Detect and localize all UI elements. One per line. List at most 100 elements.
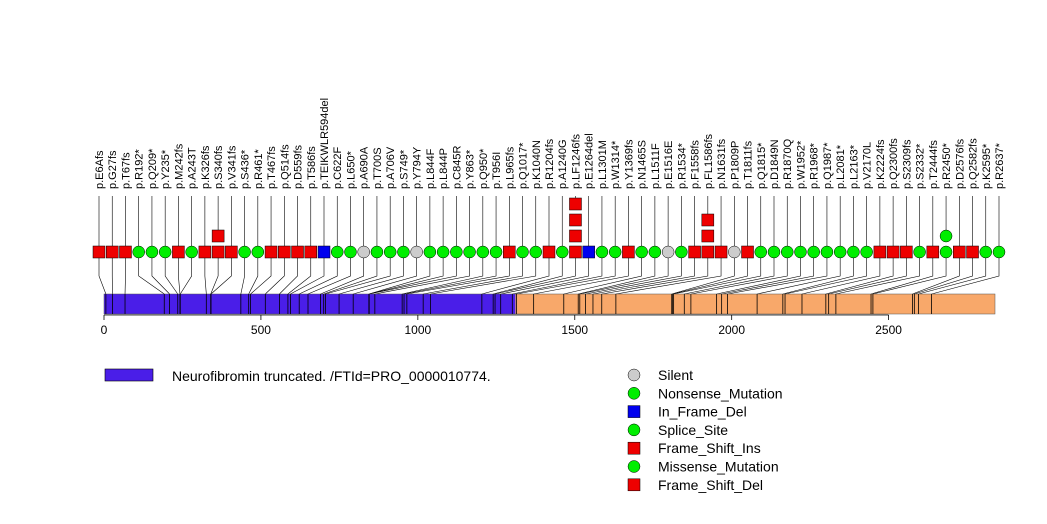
mutation-label: p.T586fs — [306, 146, 318, 189]
mutation-label: p.W1314* — [610, 140, 622, 189]
mutation-label: p.C622F — [332, 147, 344, 189]
mutation-label: p.Q1017* — [518, 142, 530, 189]
domain-legend: Neurofibromin truncated. /FTId=PRO_00000… — [104, 368, 491, 384]
domain-1 — [104, 294, 516, 314]
mutation-label: p.P1809P — [729, 141, 741, 189]
mutation-label: p.D1849N — [769, 139, 781, 189]
mutation-marker — [238, 245, 251, 259]
connector-line — [801, 252, 881, 295]
mutation-marker — [529, 245, 543, 259]
legend-label: Missense_Mutation — [658, 459, 779, 475]
mutation-marker — [701, 245, 715, 259]
mutation-label: p.A1240G — [557, 139, 569, 189]
mutation-marker — [714, 245, 728, 259]
mutation-label: p.Y794Y — [412, 146, 424, 189]
mutation-label: p.S2309fs — [901, 139, 913, 189]
mutation-marker — [992, 245, 1006, 259]
mutation-marker — [423, 245, 437, 259]
mutation-label: p.R461* — [253, 149, 265, 189]
mutation-label: p.E1516E — [663, 141, 675, 189]
legend-swatch — [627, 423, 641, 437]
mutation-label: p.R1870Q — [782, 138, 794, 189]
mutation-marker — [436, 245, 450, 259]
mutation-label: p.K1040N — [531, 140, 543, 189]
connector-line — [872, 252, 947, 295]
connector-line — [204, 252, 207, 295]
mutation-marker — [516, 245, 529, 259]
mutation-marker — [463, 245, 476, 259]
mutation-marker — [648, 245, 662, 259]
mutation-marker — [198, 245, 212, 259]
mutation-marker — [357, 245, 370, 259]
mutation-marker — [635, 245, 648, 259]
connector-line — [671, 252, 735, 295]
mutation-label: p.C845R — [451, 146, 463, 189]
mutation-marker — [794, 245, 807, 259]
mutation-label: p.L844F — [425, 148, 437, 189]
mutation-label: p.D2576fs — [954, 138, 966, 189]
connector-line — [240, 252, 245, 295]
mutation-label: p.T956I — [491, 152, 503, 189]
mutation-marker — [330, 245, 344, 259]
domain-2 — [515, 294, 995, 314]
connector-line — [918, 252, 987, 295]
mutation-label: p.Q209* — [147, 148, 159, 189]
connector-line — [323, 252, 378, 295]
connector-line — [180, 252, 192, 295]
legend-swatch — [627, 478, 641, 492]
mutation-marker — [251, 245, 265, 259]
mutation-label: p.Q514fs — [279, 144, 291, 189]
mutation-marker — [569, 213, 582, 227]
mutation-label: p.Q1815* — [756, 142, 768, 189]
connector-line — [307, 252, 351, 295]
connector-line — [563, 252, 642, 295]
mutation-label: p.Q2300fs — [888, 138, 900, 189]
connector-line — [592, 252, 695, 295]
mutation-label: p.S2332* — [915, 143, 927, 189]
mutation-marker — [926, 245, 940, 259]
mutation-label: p.A706V — [385, 146, 397, 189]
mutation-marker — [767, 245, 781, 259]
connector-line — [912, 252, 960, 295]
legend-label: Splice_Site — [658, 422, 728, 438]
mutation-marker — [939, 245, 953, 259]
mutation-label: p.V2170L — [862, 142, 874, 189]
legend-swatch — [627, 460, 641, 473]
legend-label: Frame_Shift_Del — [658, 477, 763, 493]
mutation-label: p.R2450* — [941, 142, 953, 189]
axis-tick-label: 500 — [251, 323, 271, 337]
mutation-marker — [410, 245, 423, 259]
connector-line — [578, 252, 656, 295]
mutation-marker — [503, 245, 516, 259]
mutation-marker — [701, 229, 715, 243]
mutation-label: p.R1534* — [676, 142, 688, 189]
x-axis: 0 500 1000 1500 2000 2500 — [101, 314, 902, 337]
mutation-label: p.TEIKWLR594del — [319, 98, 331, 189]
mutation-marker — [370, 245, 384, 259]
mutation-marker — [132, 245, 145, 259]
mutation-label: p.LF1246fs — [570, 133, 582, 189]
mutation-label: p.E6Afs — [94, 150, 106, 189]
mutation-marker — [145, 245, 159, 259]
connector-line — [338, 252, 404, 295]
mutation-marker — [569, 197, 582, 211]
mutation-label: p.T67fs — [120, 152, 132, 189]
mutation-marker — [555, 245, 569, 259]
mutation-marker — [225, 245, 238, 259]
connector-line — [178, 252, 181, 295]
axis-tick-label: 2500 — [875, 323, 902, 337]
legend-label: Silent — [658, 367, 693, 383]
mutation-label: p.L965fs — [504, 146, 516, 189]
legend-swatch — [627, 405, 641, 418]
legend-label: In_Frame_Del — [658, 404, 747, 420]
connector-line — [368, 252, 444, 295]
mutation-label: p.W1952* — [795, 140, 807, 189]
mutation-marker — [780, 245, 794, 259]
mutation-marker — [542, 245, 556, 259]
mutation-label: p.Y235* — [160, 149, 172, 189]
connector-line — [423, 252, 523, 295]
protein-bar — [103, 293, 996, 315]
mutation-label: p.R192* — [134, 149, 146, 189]
connector-line — [835, 252, 920, 295]
mutation-marker — [886, 245, 900, 259]
